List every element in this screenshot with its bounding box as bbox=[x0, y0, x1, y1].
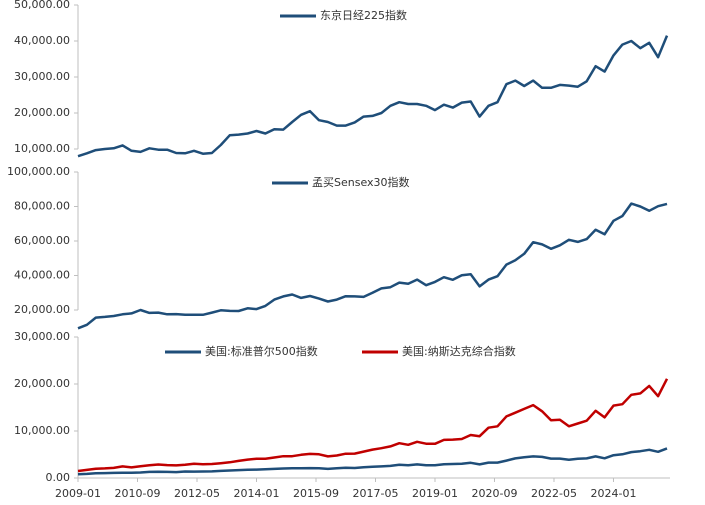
x-tick-label: 2009-01 bbox=[55, 487, 101, 500]
y-tick-label: 10,000.00 bbox=[14, 142, 70, 155]
y-tick-label: 50,000.00 bbox=[14, 0, 70, 11]
y-tick-label: 20,000.00 bbox=[14, 106, 70, 119]
legend-label: 美国:纳斯达克综合指数 bbox=[402, 344, 516, 358]
x-tick-label: 2017-05 bbox=[353, 487, 399, 500]
y-tick-label: 20,000.00 bbox=[14, 377, 70, 390]
series-line bbox=[77, 202, 668, 330]
x-tick-label: 2010-09 bbox=[115, 487, 161, 500]
y-tick-label: 80,000.00 bbox=[14, 200, 70, 213]
y-tick-label: 10,000.00 bbox=[14, 424, 70, 437]
x-tick-label: 2012-05 bbox=[174, 487, 220, 500]
y-tick-label: 40,000.00 bbox=[14, 34, 70, 47]
x-tick-label: 2015-09 bbox=[293, 487, 339, 500]
x-tick-label: 2024-01 bbox=[590, 487, 636, 500]
y-tick-label: 40,000.00 bbox=[14, 269, 70, 282]
y-tick-label: 60,000.00 bbox=[14, 234, 70, 247]
legend-label: 东京日经225指数 bbox=[320, 8, 407, 22]
legend-label: 美国:标准普尔500指数 bbox=[205, 344, 318, 358]
x-tick-label: 2014-01 bbox=[234, 487, 280, 500]
series-line bbox=[77, 35, 669, 158]
series-line bbox=[77, 447, 668, 476]
y-tick-label: 30,000.00 bbox=[14, 70, 70, 83]
x-tick-label: 2019-01 bbox=[412, 487, 458, 500]
x-tick-label: 2020-09 bbox=[471, 487, 517, 500]
x-tick-label: 2022-05 bbox=[531, 487, 577, 500]
y-tick-label: 0.00 bbox=[46, 471, 71, 484]
y-tick-label: 30,000.00 bbox=[14, 330, 70, 343]
y-tick-label: 100,000.00 bbox=[7, 165, 70, 178]
series-line bbox=[77, 378, 669, 473]
y-tick-label: 20,000.00 bbox=[14, 303, 70, 316]
legend-label: 孟买Sensex30指数 bbox=[312, 175, 410, 189]
